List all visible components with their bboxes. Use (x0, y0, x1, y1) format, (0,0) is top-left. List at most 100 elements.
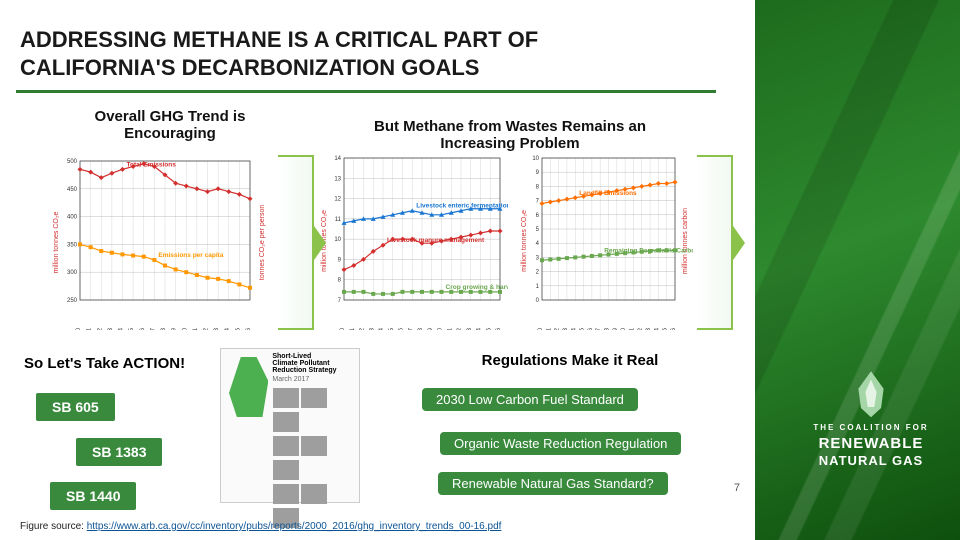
sb-1383-pill: SB 1383 (76, 438, 162, 466)
svg-text:9: 9 (536, 170, 540, 176)
svg-text:2015: 2015 (235, 327, 241, 330)
svg-text:2013: 2013 (214, 327, 220, 330)
flame-icon (853, 371, 889, 417)
svg-text:8: 8 (536, 184, 540, 190)
regulations-header: Regulations Make it Real (430, 352, 710, 369)
svg-text:2: 2 (536, 270, 540, 276)
svg-text:2005: 2005 (389, 327, 395, 330)
footer-prefix: Figure source: (20, 521, 87, 532)
svg-text:Emissions per capita: Emissions per capita (158, 252, 223, 259)
brand-mid: RENEWABLE (796, 434, 946, 454)
svg-text:7: 7 (338, 298, 342, 304)
svg-text:2009: 2009 (172, 327, 178, 330)
title-line2: CALIFORNIA'S DECARBONIZATION GOALS (20, 55, 479, 80)
svg-text:11: 11 (335, 217, 342, 223)
svg-text:2001: 2001 (350, 327, 356, 330)
svg-text:0: 0 (536, 298, 540, 304)
svg-text:tonnes CO₂e per person: tonnes CO₂e per person (259, 205, 266, 281)
svg-text:2016: 2016 (671, 327, 677, 330)
svg-text:12: 12 (334, 197, 341, 203)
strategy-doc-thumb: Short-Lived Climate Pollutant Reduction … (220, 348, 360, 503)
svg-text:250: 250 (67, 298, 78, 304)
svg-text:2004: 2004 (571, 327, 577, 330)
subheader-right: But Methane from Wastes Remains an Incre… (345, 118, 675, 152)
svg-text:2008: 2008 (161, 327, 167, 330)
svg-text:Livestock manure management: Livestock manure management (387, 237, 485, 244)
svg-text:2012: 2012 (457, 327, 463, 330)
svg-text:million tonnes CO₂e: million tonnes CO₂e (521, 210, 528, 272)
title-line1: ADDRESSING METHANE IS A CRITICAL PART OF (20, 27, 538, 52)
svg-text:2000: 2000 (76, 327, 82, 330)
svg-text:2000: 2000 (538, 327, 544, 330)
svg-text:9: 9 (338, 257, 342, 263)
arrow-2 (697, 155, 733, 330)
svg-text:2003: 2003 (108, 327, 114, 330)
svg-text:2002: 2002 (555, 327, 561, 330)
svg-text:2013: 2013 (467, 327, 473, 330)
svg-text:6: 6 (536, 213, 540, 219)
svg-text:2011: 2011 (447, 327, 453, 330)
doc-line2: Reduction Strategy (272, 367, 355, 374)
svg-text:2016: 2016 (496, 327, 502, 330)
svg-text:million tonnes carbon: million tonnes carbon (682, 208, 689, 274)
brand-bot: NATURAL GAS (796, 453, 946, 470)
sb-1440-pill: SB 1440 (50, 482, 136, 510)
chart-overall-ghg: 2503003504004505002000200120022003200420… (50, 155, 270, 330)
svg-text:2011: 2011 (629, 327, 635, 330)
svg-text:2014: 2014 (477, 327, 483, 330)
svg-text:2015: 2015 (663, 327, 669, 330)
sb-605-pill: SB 605 (36, 393, 115, 421)
reg-low-carbon-fuel: 2030 Low Carbon Fuel Standard (422, 388, 638, 411)
svg-text:2002: 2002 (97, 327, 103, 330)
svg-text:7: 7 (536, 199, 540, 205)
svg-text:Crop growing & harvesting: Crop growing & harvesting (446, 284, 509, 291)
brand-logo: THE COALITION FOR RENEWABLE NATURAL GAS (796, 371, 946, 470)
svg-text:2007: 2007 (150, 327, 156, 330)
svg-text:2008: 2008 (605, 327, 611, 330)
svg-text:5: 5 (536, 227, 540, 233)
svg-text:2016: 2016 (246, 327, 252, 330)
svg-text:2000: 2000 (340, 327, 346, 330)
svg-text:2014: 2014 (225, 327, 231, 330)
svg-text:2014: 2014 (654, 327, 660, 330)
slide-title: ADDRESSING METHANE IS A CRITICAL PART OF… (20, 26, 538, 81)
chart-methane-wastes-1: 7891011121314200020012002200320042005200… (318, 152, 508, 330)
svg-text:2008: 2008 (418, 327, 424, 330)
svg-text:350: 350 (67, 242, 78, 248)
page-number: 7 (734, 482, 740, 494)
svg-text:2006: 2006 (399, 327, 405, 330)
reg-organic-waste: Organic Waste Reduction Regulation (440, 432, 681, 455)
svg-text:8: 8 (338, 278, 342, 284)
svg-text:3: 3 (536, 255, 540, 261)
title-underline (16, 90, 716, 93)
svg-text:13: 13 (334, 176, 341, 182)
svg-text:2007: 2007 (596, 327, 602, 330)
svg-text:450: 450 (67, 187, 78, 193)
doc-line1: Climate Pollutant (272, 360, 355, 367)
svg-text:2012: 2012 (204, 327, 210, 330)
svg-text:2006: 2006 (140, 327, 146, 330)
reg-rng-standard: Renewable Natural Gas Standard? (438, 472, 668, 495)
svg-text:2002: 2002 (360, 327, 366, 330)
svg-text:2011: 2011 (193, 327, 199, 330)
svg-text:2010: 2010 (621, 327, 627, 330)
brand-sidebar: THE COALITION FOR RENEWABLE NATURAL GAS (755, 0, 960, 540)
figure-source-footer: Figure source: https://www.arb.ca.gov/cc… (20, 521, 501, 532)
svg-text:Total Emissions: Total Emissions (127, 161, 177, 168)
svg-text:2010: 2010 (438, 327, 444, 330)
svg-text:million tonnes CO₂e: million tonnes CO₂e (53, 211, 60, 273)
svg-text:2009: 2009 (613, 327, 619, 330)
svg-text:2010: 2010 (182, 327, 188, 330)
svg-text:2005: 2005 (580, 327, 586, 330)
svg-text:2003: 2003 (369, 327, 375, 330)
svg-text:2001: 2001 (87, 327, 93, 330)
doc-line3: March 2017 (272, 376, 355, 383)
svg-text:Remaining Degradable Carbon: Remaining Degradable Carbon (604, 247, 693, 254)
svg-text:1: 1 (536, 284, 540, 290)
svg-text:400: 400 (67, 215, 78, 221)
svg-text:2007: 2007 (408, 327, 414, 330)
footer-link[interactable]: https://www.arb.ca.gov/cc/inventory/pubs… (87, 521, 502, 532)
svg-text:2012: 2012 (638, 327, 644, 330)
svg-text:Landfill Emissions: Landfill Emissions (579, 190, 637, 197)
brand-top: THE COALITION FOR (796, 423, 946, 433)
